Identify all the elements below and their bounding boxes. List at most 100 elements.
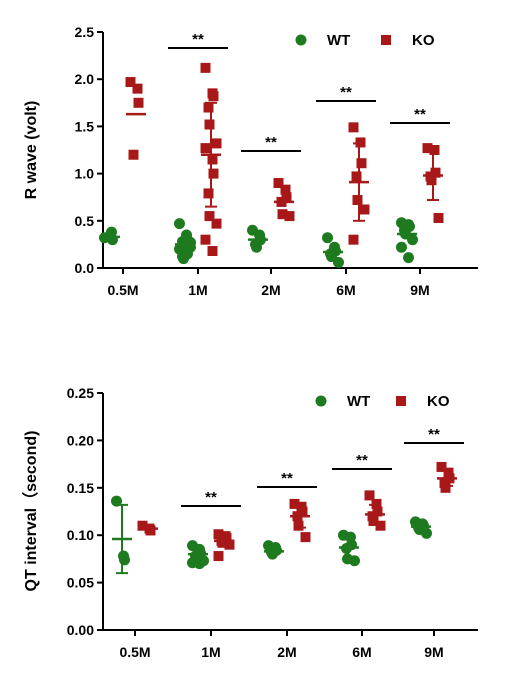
y-tick-label: 0.00 bbox=[67, 622, 94, 638]
ko-point bbox=[277, 209, 288, 220]
legend-label-wt: WT bbox=[347, 393, 370, 410]
significance-label: ** bbox=[340, 84, 352, 101]
wt-point bbox=[333, 256, 344, 268]
ko-point bbox=[433, 212, 444, 223]
ko-point bbox=[213, 551, 224, 562]
ko-point bbox=[348, 122, 359, 133]
ko-point bbox=[436, 461, 447, 472]
x-tick-label: 1M bbox=[201, 644, 220, 660]
ko-point bbox=[351, 171, 362, 182]
ko-point bbox=[224, 539, 235, 550]
ko-point bbox=[203, 188, 214, 199]
x-tick-label: 2M bbox=[277, 644, 296, 660]
wt-point bbox=[251, 241, 262, 253]
ko-point bbox=[145, 525, 156, 536]
legend: WT KO bbox=[295, 32, 435, 49]
significance-label: ** bbox=[265, 134, 277, 151]
chart-panel-1: 0.0 0.5 1.0 1.5 2.0 2.5 R wave (volt) 0.5M 1M 2M 6… bbox=[23, 24, 478, 298]
y-tick-label: 1.5 bbox=[75, 118, 95, 134]
ko-point bbox=[284, 211, 295, 222]
ko-point bbox=[132, 83, 143, 94]
y-tick-label: 0.05 bbox=[67, 575, 94, 591]
ko-point bbox=[200, 234, 211, 245]
ko-point bbox=[128, 149, 139, 160]
legend-marker-wt bbox=[315, 395, 327, 407]
ko-point bbox=[207, 246, 218, 257]
ko-point bbox=[207, 154, 218, 165]
significance-label: ** bbox=[356, 452, 368, 469]
ko-point bbox=[352, 195, 363, 206]
ko-point bbox=[204, 211, 215, 222]
x-tick-label: 0.5M bbox=[107, 282, 138, 298]
x-tick-label: 0.5M bbox=[119, 644, 150, 660]
ko-point bbox=[348, 234, 359, 245]
ko-point bbox=[125, 77, 136, 88]
wt-point bbox=[322, 232, 333, 244]
ko-point bbox=[440, 482, 451, 493]
wt-point bbox=[194, 558, 205, 570]
significance-label: ** bbox=[192, 31, 204, 48]
legend-label-wt: WT bbox=[327, 32, 350, 49]
y-tick-label: 0.20 bbox=[67, 432, 94, 448]
ko-point bbox=[359, 204, 370, 215]
ko-point bbox=[217, 537, 228, 548]
x-tick-label: 9M bbox=[410, 282, 429, 298]
y-tick-label: 0.10 bbox=[67, 527, 94, 543]
ko-point bbox=[200, 143, 211, 154]
x-tick-label: 2M bbox=[261, 282, 280, 298]
ko-point bbox=[422, 143, 433, 154]
ko-point bbox=[273, 178, 284, 189]
wt-point bbox=[396, 241, 407, 253]
wt-point bbox=[174, 218, 185, 230]
legend: WT KO bbox=[315, 393, 450, 410]
ko-point bbox=[133, 97, 144, 108]
y-tick-label: 1.0 bbox=[75, 166, 95, 182]
ko-point bbox=[211, 138, 222, 149]
significance-label: ** bbox=[428, 426, 440, 443]
legend-marker-ko bbox=[381, 35, 391, 45]
ko-point bbox=[280, 184, 291, 195]
wt-point bbox=[403, 252, 414, 264]
wt-point bbox=[111, 495, 122, 507]
significance-label: ** bbox=[414, 106, 426, 123]
legend-marker-wt bbox=[295, 34, 307, 46]
ko-point bbox=[356, 158, 367, 169]
legend-marker-ko bbox=[396, 396, 406, 406]
ko-point bbox=[208, 91, 219, 102]
wt-point bbox=[185, 237, 196, 249]
y-tick-label: 2.0 bbox=[75, 71, 95, 87]
y-tick-label: 0.0 bbox=[75, 260, 95, 276]
significance-label: ** bbox=[281, 470, 293, 487]
ko-point bbox=[213, 529, 224, 540]
x-tick-label: 9M bbox=[424, 644, 443, 660]
ko-point bbox=[137, 520, 148, 531]
y-tick-label: 0.15 bbox=[67, 480, 94, 496]
ko-point bbox=[443, 467, 454, 478]
ko-point bbox=[364, 490, 375, 501]
ko-point bbox=[300, 532, 311, 543]
ko-point bbox=[204, 119, 215, 130]
wt-point bbox=[178, 253, 189, 265]
wt-point bbox=[407, 234, 418, 246]
ko-point bbox=[211, 218, 222, 229]
legend-label-ko: KO bbox=[412, 32, 435, 49]
ko-point bbox=[200, 62, 211, 73]
x-tick-label: 6M bbox=[352, 644, 371, 660]
wt-point bbox=[349, 555, 360, 567]
y-tick-label: 0.5 bbox=[75, 213, 95, 229]
wt-point bbox=[421, 527, 432, 539]
ko-point bbox=[293, 520, 304, 531]
ko-point bbox=[426, 175, 437, 186]
y-tick-label: 2.5 bbox=[75, 24, 95, 40]
ko-point bbox=[368, 515, 379, 526]
x-tick-label: 1M bbox=[188, 282, 207, 298]
significance-label: ** bbox=[205, 489, 217, 506]
y-axis-title: QT interval（second) bbox=[22, 431, 40, 592]
legend-label-ko: KO bbox=[427, 393, 450, 410]
y-tick-label: 0.25 bbox=[67, 385, 94, 401]
ko-point bbox=[203, 102, 214, 113]
y-axis-title: R wave (volt) bbox=[23, 101, 40, 200]
x-tick-label: 6M bbox=[336, 282, 355, 298]
ko-point bbox=[208, 168, 219, 179]
